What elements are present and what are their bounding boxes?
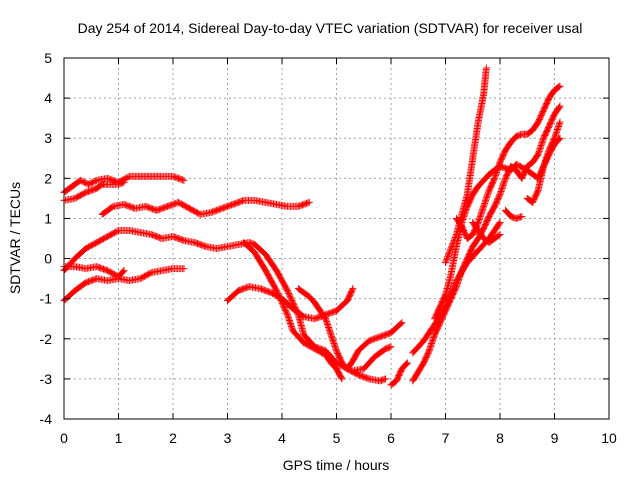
series-markers bbox=[349, 343, 395, 375]
y-tick-label: 3 bbox=[44, 130, 52, 146]
series-10 bbox=[349, 343, 395, 375]
y-tick-label: 1 bbox=[44, 210, 52, 226]
series-3 bbox=[98, 196, 313, 218]
series-markers bbox=[469, 218, 504, 247]
x-tick-label: 4 bbox=[278, 430, 286, 446]
y-tick-label: -4 bbox=[40, 411, 53, 427]
y-tick-label: 2 bbox=[44, 170, 52, 186]
axis-ticks: 0 1 2 3 4 5 6 7 8 9 10 -4 -3 -2 -1 0 1 2 3 4 5 bbox=[40, 50, 617, 446]
series-markers bbox=[224, 283, 357, 323]
y-tick-label: -3 bbox=[40, 371, 53, 387]
x-tick-label: 10 bbox=[601, 430, 617, 446]
series-16 bbox=[452, 82, 564, 242]
series-11 bbox=[387, 359, 411, 389]
series-markers bbox=[523, 118, 564, 206]
x-tick-label: 6 bbox=[387, 430, 395, 446]
series-19 bbox=[523, 118, 564, 206]
y-tick-label: 0 bbox=[44, 251, 52, 267]
y-tick-label: 5 bbox=[44, 50, 52, 66]
series-7 bbox=[224, 283, 357, 323]
x-tick-label: 7 bbox=[442, 430, 450, 446]
x-tick-label: 8 bbox=[496, 430, 504, 446]
series-markers bbox=[294, 285, 406, 373]
series-8 bbox=[240, 239, 346, 383]
series-markers bbox=[387, 359, 411, 389]
chart-title: Day 254 of 2014, Sidereal Day-to-day VTE… bbox=[78, 20, 583, 36]
series-markers bbox=[452, 82, 564, 242]
x-tick-label: 3 bbox=[224, 430, 232, 446]
y-tick-label: -2 bbox=[40, 331, 53, 347]
y-axis-label: SDTVAR / TECUs bbox=[7, 182, 23, 294]
series-9 bbox=[294, 285, 406, 373]
x-tick-label: 1 bbox=[115, 430, 123, 446]
x-tick-label: 2 bbox=[169, 430, 177, 446]
x-tick-label: 0 bbox=[60, 430, 68, 446]
series-17 bbox=[501, 206, 526, 222]
x-tick-label: 5 bbox=[333, 430, 341, 446]
plot-area bbox=[60, 64, 564, 389]
series-markers bbox=[98, 196, 313, 218]
series-markers bbox=[240, 239, 346, 383]
y-tick-label: -1 bbox=[40, 291, 53, 307]
y-tick-label: 4 bbox=[44, 90, 52, 106]
series-18 bbox=[469, 218, 504, 247]
series-markers bbox=[501, 206, 526, 222]
x-tick-label: 9 bbox=[551, 430, 559, 446]
x-axis-label: GPS time / hours bbox=[283, 457, 390, 473]
